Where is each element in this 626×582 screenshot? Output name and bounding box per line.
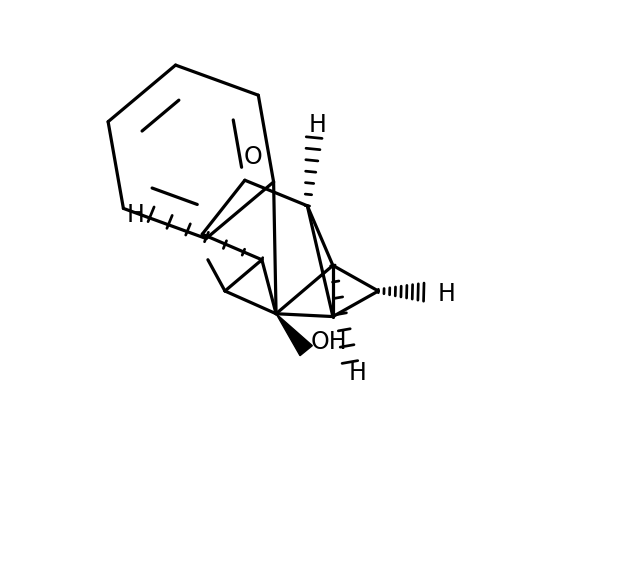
Text: H: H [309,112,327,137]
Text: H: H [438,282,456,306]
Polygon shape [276,314,312,356]
Text: H: H [349,361,366,385]
Text: O: O [244,146,263,169]
Text: OH: OH [310,330,347,354]
Text: H: H [127,204,145,228]
